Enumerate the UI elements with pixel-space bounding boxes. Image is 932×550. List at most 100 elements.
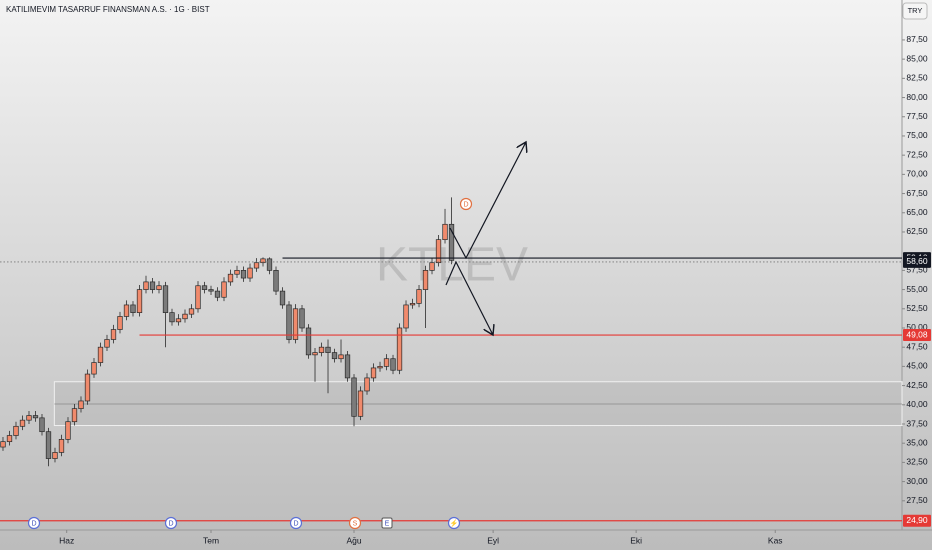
candle-body [71,408,78,423]
candle-body [45,431,52,459]
y-tick-label: 80,00 [906,92,928,102]
candle-body [442,223,448,241]
x-tick-label: Ağu [346,535,361,545]
candle-body [156,285,162,290]
candle-body [110,329,117,340]
event-label: ⚡ [450,518,459,527]
candle-body [351,377,357,417]
candle-body [52,452,58,459]
candle-body [26,415,32,421]
event-label: D [293,520,298,527]
x-tick-label: Tem [203,535,219,545]
y-tick-label: 40,00 [906,399,928,409]
level-label-box [903,514,931,527]
y-tick-label: 32,50 [906,457,928,467]
candle-body [364,377,370,392]
candle-body [32,415,39,419]
candle-body [286,304,292,340]
event-icon [459,197,473,211]
y-tick-label: 72,50 [906,149,928,159]
x-tick-label: Eki [630,535,642,545]
y-tick-label: 47,50 [906,341,928,351]
candle-body [214,290,221,298]
level-label-box [903,329,931,342]
candle-body [331,352,338,360]
candle-body [169,312,175,323]
candle-body [149,281,156,290]
event-icon [348,516,362,530]
event-icon [447,516,461,530]
candle-body [338,354,344,360]
candle-body [390,358,396,371]
y-tick-label: 45,00 [906,361,928,371]
level-label: 24,90 [906,515,928,525]
candle-body [253,262,260,269]
candle-body [273,270,279,292]
candle-body [65,421,71,440]
candle-body [91,362,97,375]
y-tick-label: 35,00 [906,437,928,447]
chart-title: KATILIMEVIM TASARRUF FINANSMAN A.S. · 1G… [6,5,210,14]
y-tick-label: 70,00 [906,169,928,179]
candle-body [182,313,188,320]
event-icon [27,516,41,530]
event-icon [381,517,393,529]
candle-body [195,285,201,310]
y-tick-label: 87,50 [906,34,928,44]
candle-body [208,289,214,292]
candle-body [247,267,253,279]
level-label-box [903,255,931,268]
y-tick-label: 85,00 [906,53,928,63]
y-tick-label: 37,50 [906,418,928,428]
candle-body [305,327,312,356]
candle-body [396,327,403,371]
candle-body [162,285,169,313]
candle-body [240,270,247,279]
candle-body [292,308,299,340]
candle-body [13,425,19,436]
candle-body [344,354,351,379]
candle-body [279,290,286,306]
candle-body [84,373,91,402]
y-tick-label: 50,00 [906,322,928,332]
x-tick-label: Kas [768,535,783,545]
candle-body [123,304,130,317]
candle-body [299,308,305,329]
event-label: D [31,520,36,527]
candle-body [188,308,195,315]
arrow-up [449,142,526,260]
candle-body [422,270,429,290]
y-tick-label: 30,00 [906,476,928,486]
x-tick-label: Eyl [487,535,499,545]
y-tick-label: 82,50 [906,73,928,83]
candle-body [143,281,149,290]
candle-body [383,358,390,367]
drawing-arrows [445,142,526,335]
candle-body [409,303,416,306]
currency-button[interactable] [902,2,928,20]
y-tick-label: 65,00 [906,207,928,217]
y-tick-label: 67,50 [906,188,928,198]
candle-body [175,318,182,323]
candle-body [318,346,325,353]
y-tick-label: 57,50 [906,265,928,275]
y-tick-label: 55,00 [906,284,928,294]
candle-body [117,316,123,330]
event-label: D [168,520,173,527]
candle-body [221,281,227,298]
candle-body [448,223,455,261]
currency-label: TRY [908,6,923,15]
y-tick-label: 27,50 [906,495,928,505]
level-label: 49,08 [906,329,928,339]
candle-body [130,304,136,313]
candle-body [201,285,208,290]
candle-body [234,270,240,275]
y-tick-label: 62,50 [906,226,928,236]
candle-body [429,262,435,271]
y-tick-label: 52,50 [906,303,928,313]
event-label: D [463,201,468,208]
candle-body [266,258,273,271]
